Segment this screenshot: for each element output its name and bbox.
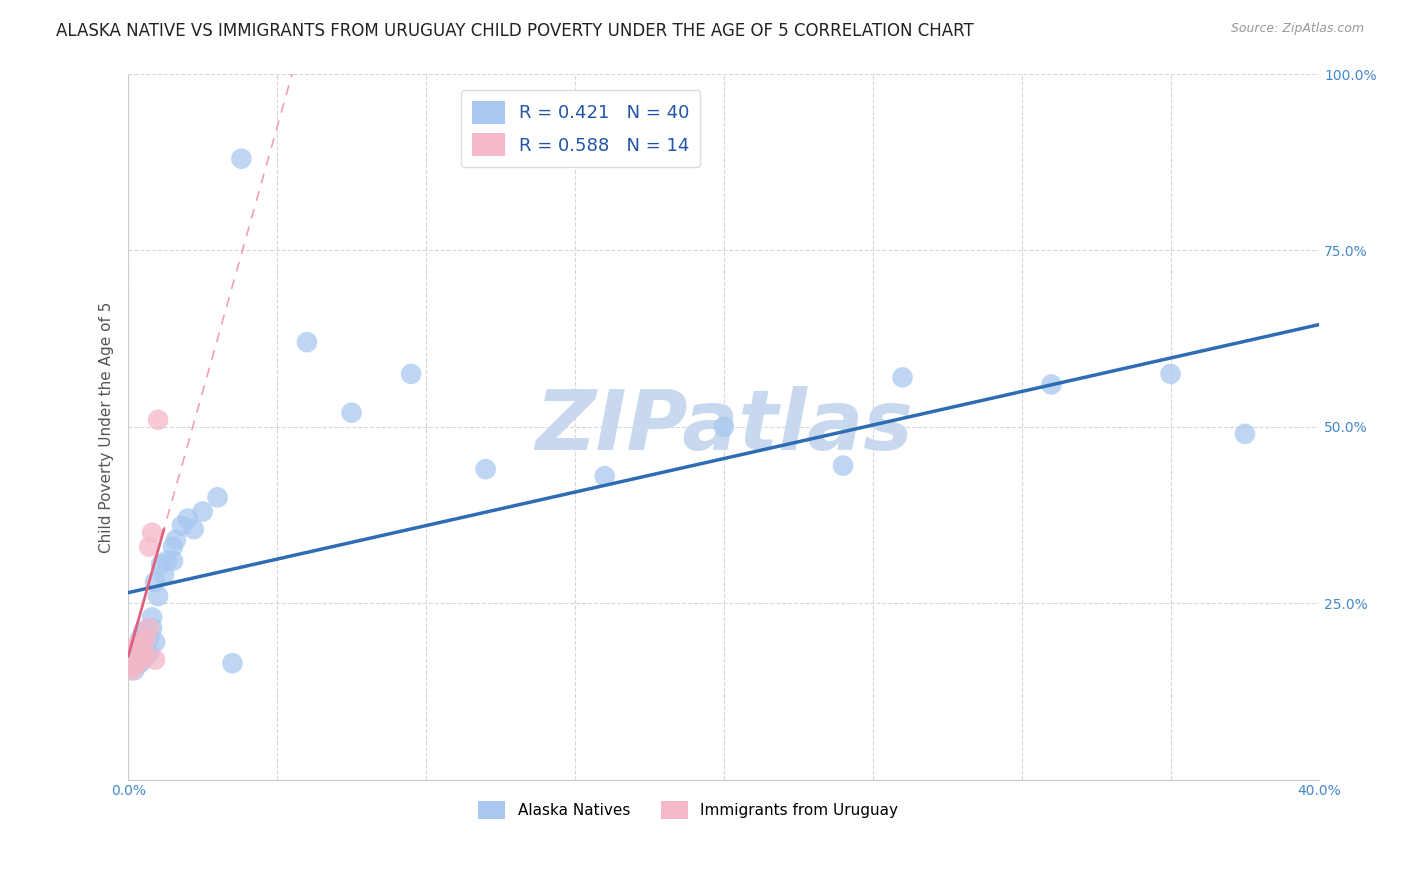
Point — [713, 419, 735, 434]
Point — [146, 413, 169, 427]
Point — [340, 406, 363, 420]
Point — [150, 558, 173, 572]
Point — [122, 663, 145, 677]
Point — [183, 522, 205, 536]
Point — [1160, 367, 1182, 381]
Text: ZIPatlas: ZIPatlas — [534, 386, 912, 467]
Point — [221, 656, 243, 670]
Point — [891, 370, 914, 384]
Point — [132, 624, 155, 639]
Point — [156, 554, 179, 568]
Point — [138, 632, 160, 646]
Point — [153, 568, 176, 582]
Point — [132, 642, 155, 657]
Point — [141, 610, 163, 624]
Point — [143, 575, 166, 590]
Point — [170, 518, 193, 533]
Point — [399, 367, 422, 381]
Point — [127, 639, 149, 653]
Point — [138, 621, 160, 635]
Point — [162, 540, 184, 554]
Point — [132, 649, 155, 664]
Point — [231, 152, 253, 166]
Point — [1040, 377, 1063, 392]
Point — [143, 653, 166, 667]
Text: ALASKA NATIVE VS IMMIGRANTS FROM URUGUAY CHILD POVERTY UNDER THE AGE OF 5 CORREL: ALASKA NATIVE VS IMMIGRANTS FROM URUGUAY… — [56, 22, 974, 40]
Point — [132, 639, 155, 653]
Point — [129, 632, 152, 646]
Point — [127, 642, 149, 657]
Y-axis label: Child Poverty Under the Age of 5: Child Poverty Under the Age of 5 — [100, 301, 114, 552]
Point — [135, 649, 157, 664]
Point — [129, 653, 152, 667]
Point — [129, 656, 152, 670]
Point — [141, 621, 163, 635]
Point — [138, 646, 160, 660]
Point — [120, 663, 142, 677]
Point — [127, 649, 149, 664]
Point — [177, 511, 200, 525]
Point — [135, 632, 157, 646]
Point — [146, 589, 169, 603]
Point — [138, 540, 160, 554]
Point — [141, 525, 163, 540]
Point — [832, 458, 855, 473]
Point — [207, 491, 229, 505]
Point — [162, 554, 184, 568]
Point — [191, 504, 214, 518]
Point — [593, 469, 616, 483]
Point — [474, 462, 496, 476]
Point — [295, 335, 318, 350]
Point — [165, 533, 187, 547]
Point — [135, 635, 157, 649]
Text: Source: ZipAtlas.com: Source: ZipAtlas.com — [1230, 22, 1364, 36]
Point — [143, 635, 166, 649]
Point — [122, 659, 145, 673]
Point — [129, 635, 152, 649]
Point — [1233, 426, 1256, 441]
Legend: Alaska Natives, Immigrants from Uruguay: Alaska Natives, Immigrants from Uruguay — [472, 795, 904, 825]
Point — [127, 656, 149, 670]
